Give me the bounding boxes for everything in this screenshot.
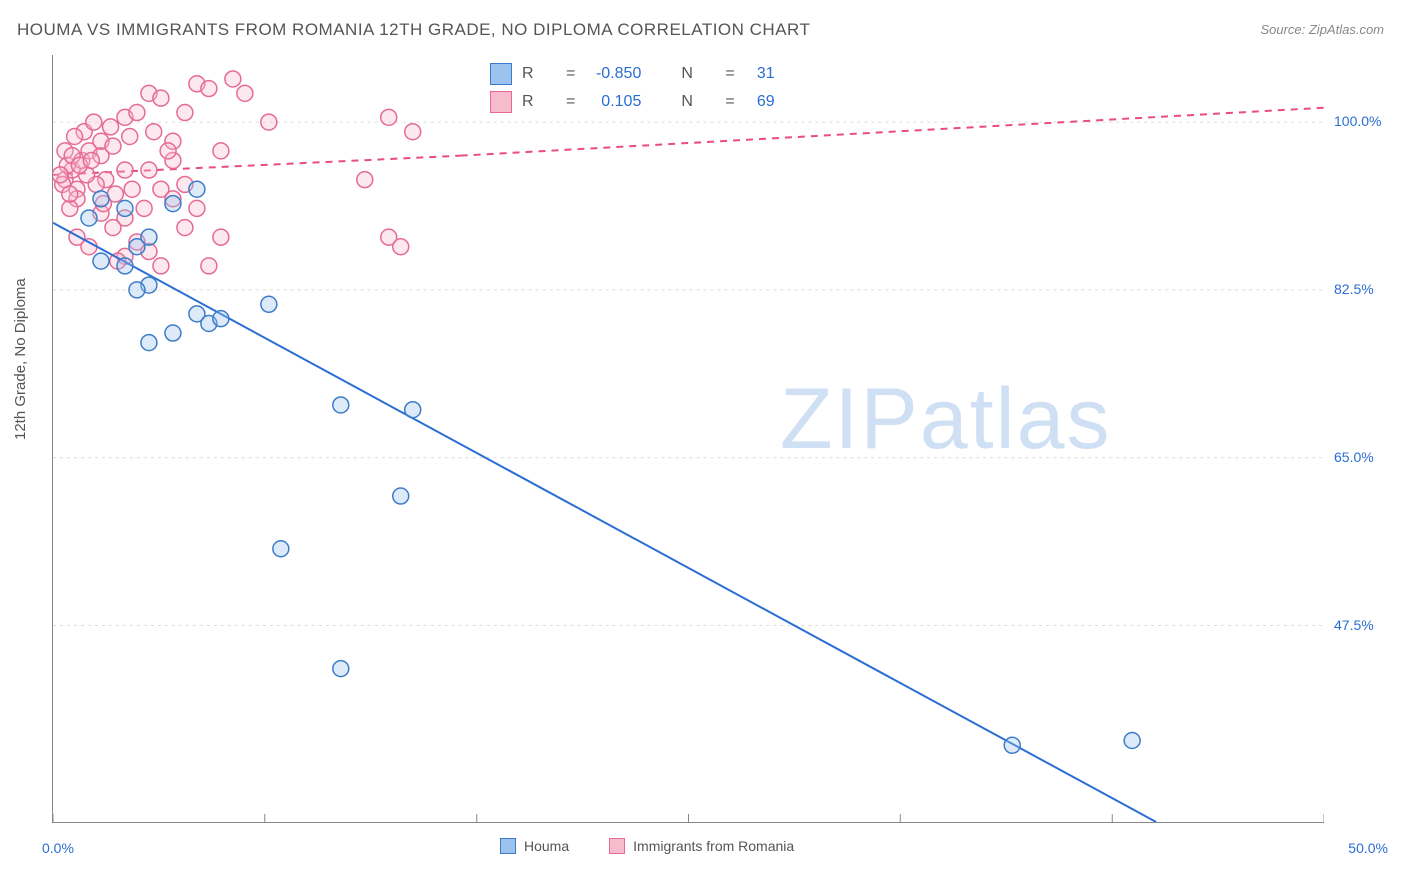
- legend-item-a: Houma: [500, 838, 569, 854]
- n-label: N: [681, 65, 715, 83]
- legend-stats-row-a: R = -0.850 N = 31: [490, 60, 775, 88]
- chart-title: HOUMA VS IMMIGRANTS FROM ROMANIA 12TH GR…: [17, 20, 810, 40]
- scatter-plot-svg: [53, 55, 1324, 822]
- y-tick-label: 47.5%: [1334, 617, 1374, 633]
- y-tick-label: 65.0%: [1334, 449, 1374, 465]
- watermark-zip: ZIP: [780, 371, 920, 467]
- y-tick-label: 100.0%: [1334, 113, 1381, 129]
- legend-stats-row-b: R = 0.105 N = 69: [490, 88, 775, 116]
- x-tick-end: 50.0%: [1348, 840, 1388, 856]
- r-value: -0.850: [585, 65, 641, 83]
- plot-area: [52, 55, 1324, 823]
- legend-swatch-icon: [609, 838, 625, 854]
- r-label: R: [522, 93, 556, 111]
- legend-swatch-icon: [490, 91, 512, 113]
- legend-bottom: Houma Immigrants from Romania: [500, 838, 794, 854]
- n-value: 31: [745, 65, 775, 83]
- legend-label-b: Immigrants from Romania: [633, 838, 794, 854]
- equals-sign: =: [566, 93, 575, 111]
- x-tick-start: 0.0%: [42, 840, 74, 856]
- legend-label-a: Houma: [524, 838, 569, 854]
- source-label: Source: ZipAtlas.com: [1260, 22, 1384, 37]
- n-label: N: [681, 93, 715, 111]
- legend-item-b: Immigrants from Romania: [609, 838, 794, 854]
- y-tick-labels: 47.5% 65.0% 82.5% 100.0%: [1334, 55, 1404, 823]
- equals-sign: =: [725, 93, 734, 111]
- y-axis-label: 12th Grade, No Diploma: [12, 278, 29, 440]
- watermark: ZIPatlas: [780, 370, 1111, 469]
- watermark-atlas: atlas: [920, 371, 1112, 467]
- equals-sign: =: [725, 65, 734, 83]
- legend-swatch-icon: [500, 838, 516, 854]
- r-value: 0.105: [585, 93, 641, 111]
- equals-sign: =: [566, 65, 575, 83]
- y-tick-label: 82.5%: [1334, 281, 1374, 297]
- legend-stats: R = -0.850 N = 31 R = 0.105 N = 69: [490, 60, 775, 116]
- r-label: R: [522, 65, 556, 83]
- legend-swatch-icon: [490, 63, 512, 85]
- n-value: 69: [745, 93, 775, 111]
